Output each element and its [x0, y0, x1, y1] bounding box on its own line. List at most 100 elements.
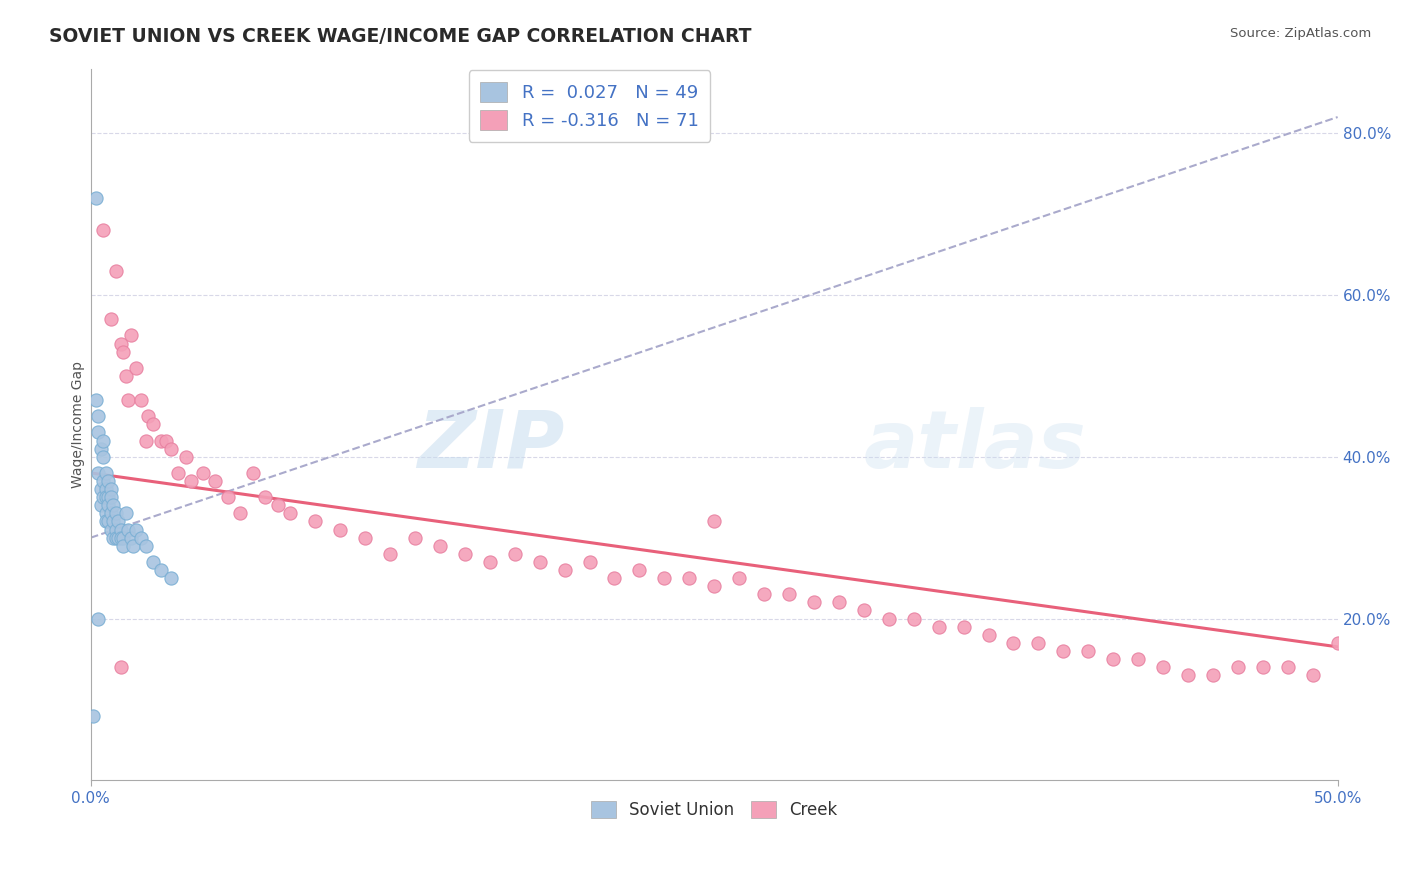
Point: [103, 498, 125, 512]
Point: [136, 409, 159, 424]
Point: [100, 523, 122, 537]
Point: [654, 571, 676, 585]
Point: [354, 531, 377, 545]
Point: [120, 531, 142, 545]
Point: [135, 434, 157, 448]
Point: [129, 393, 152, 408]
Point: [903, 611, 925, 625]
Point: [97, 490, 120, 504]
Point: [1028, 636, 1050, 650]
Point: [1177, 668, 1199, 682]
Point: [84, 393, 107, 408]
Point: [852, 603, 875, 617]
Legend: Soviet Union, Creek: Soviet Union, Creek: [585, 794, 844, 825]
Point: [135, 539, 157, 553]
Point: [87, 409, 110, 424]
Point: [97, 515, 120, 529]
Point: [110, 660, 132, 674]
Point: [278, 507, 301, 521]
Point: [174, 450, 197, 464]
Point: [191, 466, 214, 480]
Point: [120, 328, 142, 343]
Point: [977, 628, 1000, 642]
Point: [94, 490, 117, 504]
Point: [1052, 644, 1074, 658]
Point: [1002, 636, 1025, 650]
Point: [87, 425, 110, 440]
Point: [110, 336, 132, 351]
Point: [803, 595, 825, 609]
Point: [104, 507, 127, 521]
Point: [94, 466, 117, 480]
Point: [478, 555, 501, 569]
Point: [928, 619, 950, 633]
Y-axis label: Wage/Income Gap: Wage/Income Gap: [72, 361, 86, 488]
Point: [155, 434, 177, 448]
Point: [304, 515, 326, 529]
Point: [578, 555, 600, 569]
Point: [90, 482, 112, 496]
Point: [1277, 660, 1299, 674]
Point: [110, 523, 132, 537]
Point: [1326, 636, 1348, 650]
Point: [104, 523, 127, 537]
Point: [97, 498, 120, 512]
Point: [678, 571, 700, 585]
Point: [229, 507, 252, 521]
Point: [114, 507, 136, 521]
Point: [1202, 668, 1225, 682]
Point: [603, 571, 626, 585]
Point: [91, 474, 114, 488]
Text: atlas: atlas: [863, 407, 1087, 484]
Point: [142, 555, 165, 569]
Point: [728, 571, 751, 585]
Point: [117, 523, 139, 537]
Point: [628, 563, 651, 577]
Point: [404, 531, 426, 545]
Point: [1302, 668, 1324, 682]
Point: [703, 579, 725, 593]
Point: [703, 515, 725, 529]
Point: [454, 547, 477, 561]
Point: [91, 223, 114, 237]
Point: [114, 368, 136, 383]
Point: [129, 531, 152, 545]
Point: [107, 515, 129, 529]
Point: [1152, 660, 1174, 674]
Point: [94, 515, 117, 529]
Point: [149, 434, 172, 448]
Point: [112, 344, 135, 359]
Point: [778, 587, 800, 601]
Point: [104, 531, 127, 545]
Point: [378, 547, 401, 561]
Point: [1126, 652, 1149, 666]
Point: [752, 587, 775, 601]
Point: [167, 466, 190, 480]
Point: [91, 434, 114, 448]
Point: [94, 482, 117, 496]
Point: [104, 264, 127, 278]
Point: [94, 507, 117, 521]
Point: [97, 474, 120, 488]
Text: SOVIET UNION VS CREEK WAGE/INCOME GAP CORRELATION CHART: SOVIET UNION VS CREEK WAGE/INCOME GAP CO…: [49, 27, 752, 45]
Point: [242, 466, 264, 480]
Text: ZIP: ZIP: [418, 407, 565, 484]
Point: [952, 619, 974, 633]
Text: Source: ZipAtlas.com: Source: ZipAtlas.com: [1230, 27, 1371, 40]
Point: [100, 312, 122, 326]
Point: [503, 547, 526, 561]
Point: [329, 523, 352, 537]
Point: [554, 563, 576, 577]
Point: [91, 490, 114, 504]
Point: [87, 466, 110, 480]
Point: [100, 482, 122, 496]
Point: [1077, 644, 1099, 658]
Point: [429, 539, 451, 553]
Point: [1226, 660, 1249, 674]
Point: [877, 611, 900, 625]
Point: [1251, 660, 1274, 674]
Point: [254, 490, 277, 504]
Point: [122, 539, 145, 553]
Point: [103, 531, 125, 545]
Point: [217, 490, 239, 504]
